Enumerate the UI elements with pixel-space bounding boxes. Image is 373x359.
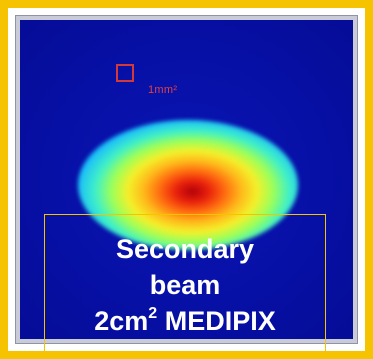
caption-line-2: beam bbox=[149, 270, 221, 300]
caption-line-1: Secondary bbox=[115, 234, 255, 264]
beam-spot bbox=[78, 120, 298, 250]
scale-marker-label: 1mm² bbox=[148, 84, 178, 96]
caption-detector-name: MEDIPIX bbox=[157, 306, 276, 336]
caption-superscript: 2 bbox=[148, 305, 158, 322]
caption-box: Secondary beam 2cm2 MEDIPIX bbox=[44, 214, 326, 352]
medipix-detector-image: 1mm² bbox=[15, 15, 358, 344]
caption-unit: 2cm bbox=[94, 306, 149, 336]
caption-line-3: 2cm2 MEDIPIX bbox=[94, 304, 275, 338]
scale-marker-square bbox=[116, 64, 134, 82]
